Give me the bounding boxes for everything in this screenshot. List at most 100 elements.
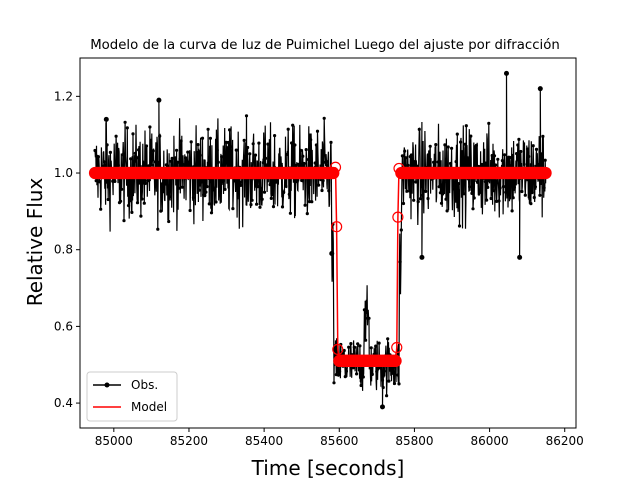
- obs-point: [329, 251, 335, 257]
- y-tick-label: 0.6: [54, 319, 73, 333]
- obs-point: [214, 200, 218, 204]
- obs-point: [509, 164, 513, 168]
- model-marker: [539, 166, 552, 180]
- obs-line: [94, 73, 547, 407]
- obs-point: [314, 143, 318, 147]
- obs-point: [412, 198, 416, 202]
- obs-point: [517, 137, 521, 141]
- obs-point: [288, 211, 292, 215]
- obs-point: [300, 178, 304, 183]
- obs-point: [169, 159, 173, 163]
- obs-point: [264, 156, 268, 160]
- obs-point: [122, 219, 126, 223]
- x-axis-ticks: 85000 85200 85400 85600 85800 86000 86200: [95, 428, 584, 448]
- obs-point: [538, 193, 542, 197]
- model-marker: [329, 161, 342, 173]
- obs-point: [291, 123, 295, 127]
- obs-point: [398, 260, 402, 264]
- obs-point: [358, 344, 362, 348]
- obs-point: [343, 375, 347, 379]
- obs-point: [515, 152, 519, 156]
- obs-point: [106, 197, 110, 202]
- obs-point: [151, 149, 155, 153]
- obs-point: [270, 193, 274, 197]
- obs-point: [125, 126, 129, 130]
- obs-point: [533, 185, 538, 189]
- obs-point: [361, 375, 365, 379]
- obs-point: [360, 368, 364, 373]
- obs-point: [498, 186, 502, 190]
- obs-point: [94, 179, 98, 183]
- obs-point: [213, 188, 217, 193]
- obs-point: [262, 190, 267, 194]
- obs-point: [382, 369, 386, 373]
- obs-point: [295, 180, 299, 184]
- obs-point: [282, 190, 286, 194]
- obs-point: [528, 197, 532, 201]
- obs-point: [476, 180, 480, 184]
- obs-point: [113, 179, 117, 183]
- obs-point: [256, 185, 260, 189]
- obs-point: [347, 345, 351, 349]
- obs-point: [381, 385, 385, 390]
- obs-point: [279, 164, 283, 168]
- obs-point: [226, 140, 230, 145]
- obs-point: [191, 196, 196, 200]
- obs-point: [239, 183, 243, 187]
- obs-point: [359, 383, 363, 388]
- obs-point: [225, 146, 229, 150]
- obs-point: [367, 316, 371, 320]
- model-series: [88, 161, 552, 367]
- obs-point: [179, 139, 183, 143]
- obs-point: [504, 190, 508, 194]
- obs-point: [414, 180, 418, 184]
- obs-point: [137, 148, 141, 152]
- obs-point: [103, 163, 107, 167]
- obs-point: [373, 352, 377, 356]
- obs-point: [437, 185, 441, 189]
- obs-point: [471, 207, 475, 211]
- obs-point: [128, 196, 132, 200]
- obs-point: [510, 209, 514, 213]
- obs-point: [478, 190, 482, 194]
- obs-point: [271, 205, 276, 209]
- y-axis-ticks: 0.4 0.6 0.8 1.0 1.2: [54, 89, 80, 410]
- obs-point: [336, 373, 341, 377]
- obs-point: [483, 180, 487, 184]
- legend: Obs. Model: [86, 371, 178, 422]
- obs-point: [177, 186, 181, 190]
- obs-point: [454, 160, 458, 164]
- model-marker: [389, 354, 402, 367]
- obs-point: [446, 145, 450, 149]
- obs-point: [457, 224, 462, 228]
- obs-point: [531, 144, 535, 148]
- obs-point: [489, 196, 493, 201]
- obs-point: [519, 149, 523, 154]
- obs-point: [207, 202, 211, 206]
- obs-point: [420, 193, 424, 197]
- model-marker: [331, 221, 343, 233]
- legend-obs-marker: [104, 382, 110, 388]
- obs-point: [108, 150, 112, 154]
- obs-point: [142, 201, 146, 205]
- obs-point: [251, 142, 255, 146]
- obs-point: [385, 394, 389, 398]
- obs-point: [375, 369, 379, 374]
- obs-point: [215, 148, 219, 152]
- obs-point: [370, 372, 374, 376]
- obs-point: [253, 153, 258, 157]
- obs-point: [123, 120, 127, 124]
- obs-point: [534, 147, 539, 151]
- x-tick-label: 85600: [320, 434, 358, 448]
- obs-point: [175, 148, 179, 152]
- obs-point: [211, 184, 215, 188]
- obs-point: [222, 164, 226, 168]
- obs-point: [184, 156, 188, 160]
- obs-point: [472, 196, 476, 200]
- obs-point: [246, 145, 250, 150]
- obs-point: [397, 382, 401, 386]
- obs-point: [503, 153, 507, 157]
- obs-point: [280, 205, 285, 209]
- obs-point: [186, 150, 190, 154]
- obs-point: [313, 161, 317, 165]
